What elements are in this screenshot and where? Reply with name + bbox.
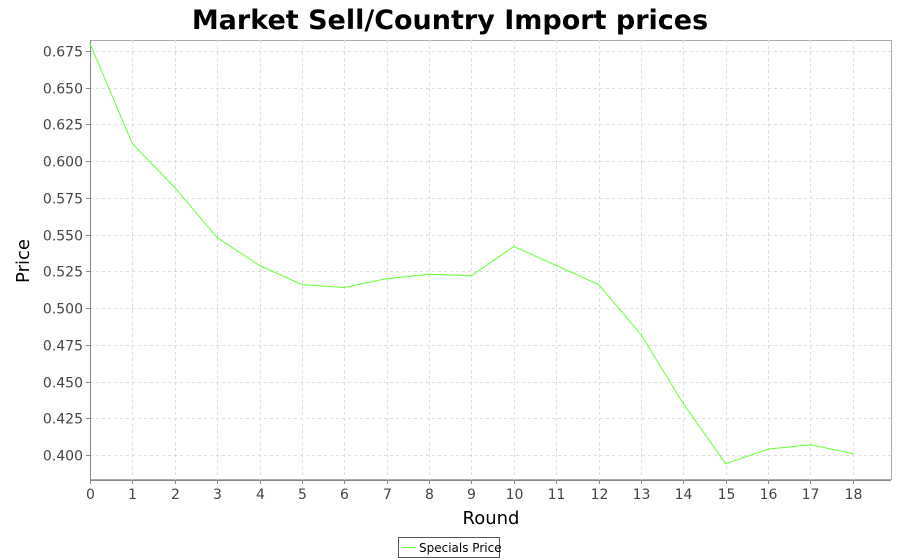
x-tick-label: 13 (633, 487, 651, 503)
data-point (386, 278, 388, 280)
y-tick-label: 0.625 (43, 118, 83, 134)
legend: Specials Price (398, 537, 502, 558)
legend-box (398, 537, 500, 558)
data-point (555, 264, 557, 267)
y-tick-label: 0.525 (43, 265, 83, 281)
data-point (174, 187, 176, 189)
data-point (640, 334, 642, 336)
x-tick-label: 4 (256, 487, 265, 503)
y-tick-label: 0.575 (43, 192, 83, 208)
x-tick-label: 12 (591, 487, 609, 503)
x-tick-label: 1 (128, 487, 137, 503)
chart-title: Market Sell/Country Import prices (192, 5, 708, 36)
x-tick-label: 2 (171, 487, 180, 503)
y-tick-label: 0.400 (43, 449, 83, 465)
y-tick-label: 0.425 (43, 412, 83, 428)
x-tick-label: 11 (548, 487, 566, 503)
y-axis-label: Price (13, 239, 34, 283)
data-point (767, 448, 769, 450)
y-tick-label: 0.550 (43, 229, 83, 245)
y-tick-label: 0.450 (43, 376, 83, 392)
x-axis-label: Round (463, 508, 520, 529)
legend-label: Specials Price (419, 541, 502, 555)
x-tick-label: 0 (86, 487, 95, 503)
x-tick-label: 10 (506, 487, 524, 503)
data-point (89, 43, 91, 45)
data-point (809, 444, 812, 446)
x-tick-label: 3 (213, 487, 222, 503)
x-tick-label: 9 (467, 487, 476, 503)
data-point (216, 237, 218, 239)
y-tick-label: 0.475 (43, 339, 83, 355)
x-tick-label: 16 (760, 487, 778, 503)
data-point (258, 264, 261, 267)
y-tick-label: 0.650 (43, 82, 83, 98)
y-tick-label: 0.675 (43, 45, 83, 61)
y-axis-ticks: 0.400 0.425 0.450 0.475 0.500 0.525 0.550 0.575… (43, 45, 90, 465)
grid-lines (90, 40, 891, 480)
x-axis-ticks: 0 1 2 3 4 5 6 7 8 9 10 11 12 13 14 15 16 17 18 (86, 480, 862, 503)
data-point (682, 403, 684, 405)
x-tick-label: 8 (425, 487, 434, 503)
data-point (131, 143, 133, 145)
data-point (428, 273, 430, 275)
data-point (598, 284, 600, 286)
x-tick-label: 18 (845, 487, 863, 503)
y-tick-label: 0.500 (43, 302, 83, 318)
x-tick-label: 14 (675, 487, 693, 503)
x-tick-label: 5 (298, 487, 307, 503)
plot-area (90, 40, 892, 480)
data-point (513, 245, 515, 247)
x-tick-label: 6 (340, 487, 349, 503)
data-point (852, 453, 854, 455)
x-tick-label: 15 (718, 487, 736, 503)
series-group (89, 43, 854, 465)
y-tick-label: 0.600 (43, 155, 83, 171)
x-tick-label: 7 (383, 487, 392, 503)
x-tick-label: 17 (802, 487, 820, 503)
data-point (470, 275, 472, 277)
data-point (725, 463, 727, 465)
data-point (301, 284, 303, 286)
data-point (343, 286, 345, 289)
